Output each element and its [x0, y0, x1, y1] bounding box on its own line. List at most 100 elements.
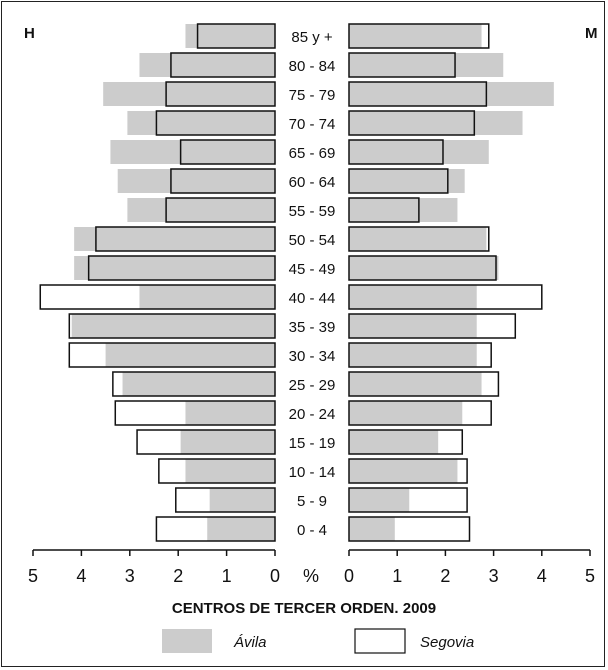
- age-label-60-64: 60 - 64: [289, 174, 336, 191]
- tick-label-right-4: 4: [537, 566, 547, 586]
- bar-segovia-h-10-14: [158, 458, 276, 484]
- bar-avila-m-65-69: [349, 140, 489, 164]
- tick-label-left-5: 5: [28, 566, 38, 586]
- age-label-55-59: 55 - 59: [289, 203, 336, 220]
- left-side-label: H: [24, 25, 35, 42]
- age-label-65-69: 65 - 69: [289, 145, 336, 162]
- bar-segovia-m-45-49: [348, 255, 497, 281]
- bar-segovia-h-50-54: [95, 226, 276, 252]
- unit-label: %: [303, 566, 319, 586]
- tick-label-left-0: 0: [270, 566, 280, 586]
- age-label-85-y: 85 y +: [291, 29, 333, 46]
- age-label-0-4: 0 - 4: [297, 522, 327, 539]
- bar-segovia-h-45-49: [87, 255, 276, 281]
- bar-avila-m-50-54: [349, 227, 487, 251]
- x-axes: 5 4 3 2 1 0 0 1 2 3 4 5: [28, 549, 595, 586]
- tick-label-right-0: 0: [344, 566, 354, 586]
- legend-label-avila: Ávila: [233, 634, 267, 651]
- bar-avila-m-5-9: [349, 488, 410, 512]
- bar-segovia-m-40-44: [348, 284, 543, 310]
- bar-avila-h-50-54: [74, 227, 275, 251]
- bar-avila-m-10-14: [349, 459, 458, 483]
- bar-segovia-m-65-69: [348, 139, 444, 165]
- bar-segovia-m-25-29: [348, 371, 500, 397]
- bar-segovia-h-75-79: [165, 81, 276, 107]
- bar-avila-m-60-64: [349, 169, 465, 193]
- bar-avila-m-75-79: [349, 82, 554, 106]
- bar-avila-h-55-59: [127, 198, 275, 222]
- bar-avila-h-0-4: [207, 517, 275, 541]
- bar-segovia-h-65-69: [179, 139, 276, 165]
- comparison-bars: [39, 23, 543, 542]
- bar-avila-h-45-49: [74, 256, 275, 280]
- age-label-25-29: 25 - 29: [289, 377, 336, 394]
- age-label-10-14: 10 - 14: [289, 464, 336, 481]
- bar-segovia-h-25-29: [112, 371, 276, 397]
- legend-swatch-segovia: [354, 628, 406, 654]
- bar-segovia-m-35-39: [348, 313, 517, 339]
- bar-avila-m-40-44: [349, 285, 477, 309]
- tick-label-right-5: 5: [585, 566, 595, 586]
- tick-label-left-4: 4: [76, 566, 86, 586]
- bar-segovia-h-15-19: [136, 429, 276, 455]
- tick-label-left-2: 2: [173, 566, 183, 586]
- bar-segovia-h-40-44: [39, 284, 276, 310]
- bar-segovia-m-15-19: [348, 429, 464, 455]
- tick-label-left-1: 1: [222, 566, 232, 586]
- bar-avila-m-85-y: [349, 24, 482, 48]
- bar-avila-m-80-84: [349, 53, 504, 77]
- age-label-40-44: 40 - 44: [289, 290, 336, 307]
- age-group-labels: 85 y + 80 - 84 75 - 79 70 - 74 65 - 69 60 - 6…: [289, 29, 336, 539]
- bar-segovia-h-35-39: [68, 313, 276, 339]
- bar-avila-h-20-24: [185, 401, 275, 425]
- bar-avila-h-70-74: [127, 111, 275, 135]
- bar-avila-m-55-59: [349, 198, 458, 222]
- bar-avila-h-65-69: [110, 140, 275, 164]
- age-label-30-34: 30 - 34: [289, 348, 336, 365]
- bar-segovia-m-85-y: [348, 23, 490, 49]
- tick-label-right-2: 2: [440, 566, 450, 586]
- bar-avila-h-15-19: [180, 430, 275, 454]
- bar-avila-h-35-39: [71, 314, 275, 338]
- bar-segovia-m-30-34: [348, 342, 492, 368]
- bar-avila-h-60-64: [117, 169, 275, 193]
- bar-segovia-m-20-24: [348, 400, 492, 426]
- age-label-15-19: 15 - 19: [289, 435, 336, 452]
- bar-avila-h-10-14: [185, 459, 275, 483]
- tick-label-right-3: 3: [489, 566, 499, 586]
- bar-segovia-h-5-9: [175, 487, 276, 513]
- bar-segovia-h-70-74: [155, 110, 276, 136]
- bar-segovia-m-80-84: [348, 52, 456, 78]
- bar-segovia-h-20-24: [114, 400, 276, 426]
- bar-segovia-h-80-84: [170, 52, 276, 78]
- age-label-5-9: 5 - 9: [297, 493, 327, 510]
- bar-avila-h-5-9: [209, 488, 275, 512]
- bar-segovia-h-60-64: [170, 168, 276, 194]
- bar-avila-m-30-34: [349, 343, 477, 367]
- age-label-20-24: 20 - 24: [289, 406, 336, 423]
- bar-segovia-m-75-79: [348, 81, 488, 107]
- bar-segovia-m-5-9: [348, 487, 468, 513]
- age-label-80-84: 80 - 84: [289, 58, 336, 75]
- right-side-label: M: [585, 25, 598, 42]
- bar-avila-m-25-29: [349, 372, 482, 396]
- age-label-70-74: 70 - 74: [289, 116, 336, 133]
- bar-avila-h-40-44: [139, 285, 275, 309]
- bar-segovia-m-50-54: [348, 226, 490, 252]
- bar-avila-m-45-49: [349, 256, 499, 280]
- bar-avila-m-15-19: [349, 430, 439, 454]
- bar-segovia-h-30-34: [68, 342, 276, 368]
- bar-segovia-h-0-4: [155, 516, 276, 542]
- bar-segovia-m-60-64: [348, 168, 449, 194]
- bar-avila-m-70-74: [349, 111, 523, 135]
- age-label-50-54: 50 - 54: [289, 232, 336, 249]
- legend-label-segovia: Segovia: [420, 634, 474, 651]
- tick-label-left-3: 3: [125, 566, 135, 586]
- bar-segovia-h-55-59: [165, 197, 276, 223]
- bar-segovia-h-85-y: [196, 23, 276, 49]
- tick-label-right-1: 1: [392, 566, 402, 586]
- age-label-75-79: 75 - 79: [289, 87, 336, 104]
- bar-avila-m-20-24: [349, 401, 463, 425]
